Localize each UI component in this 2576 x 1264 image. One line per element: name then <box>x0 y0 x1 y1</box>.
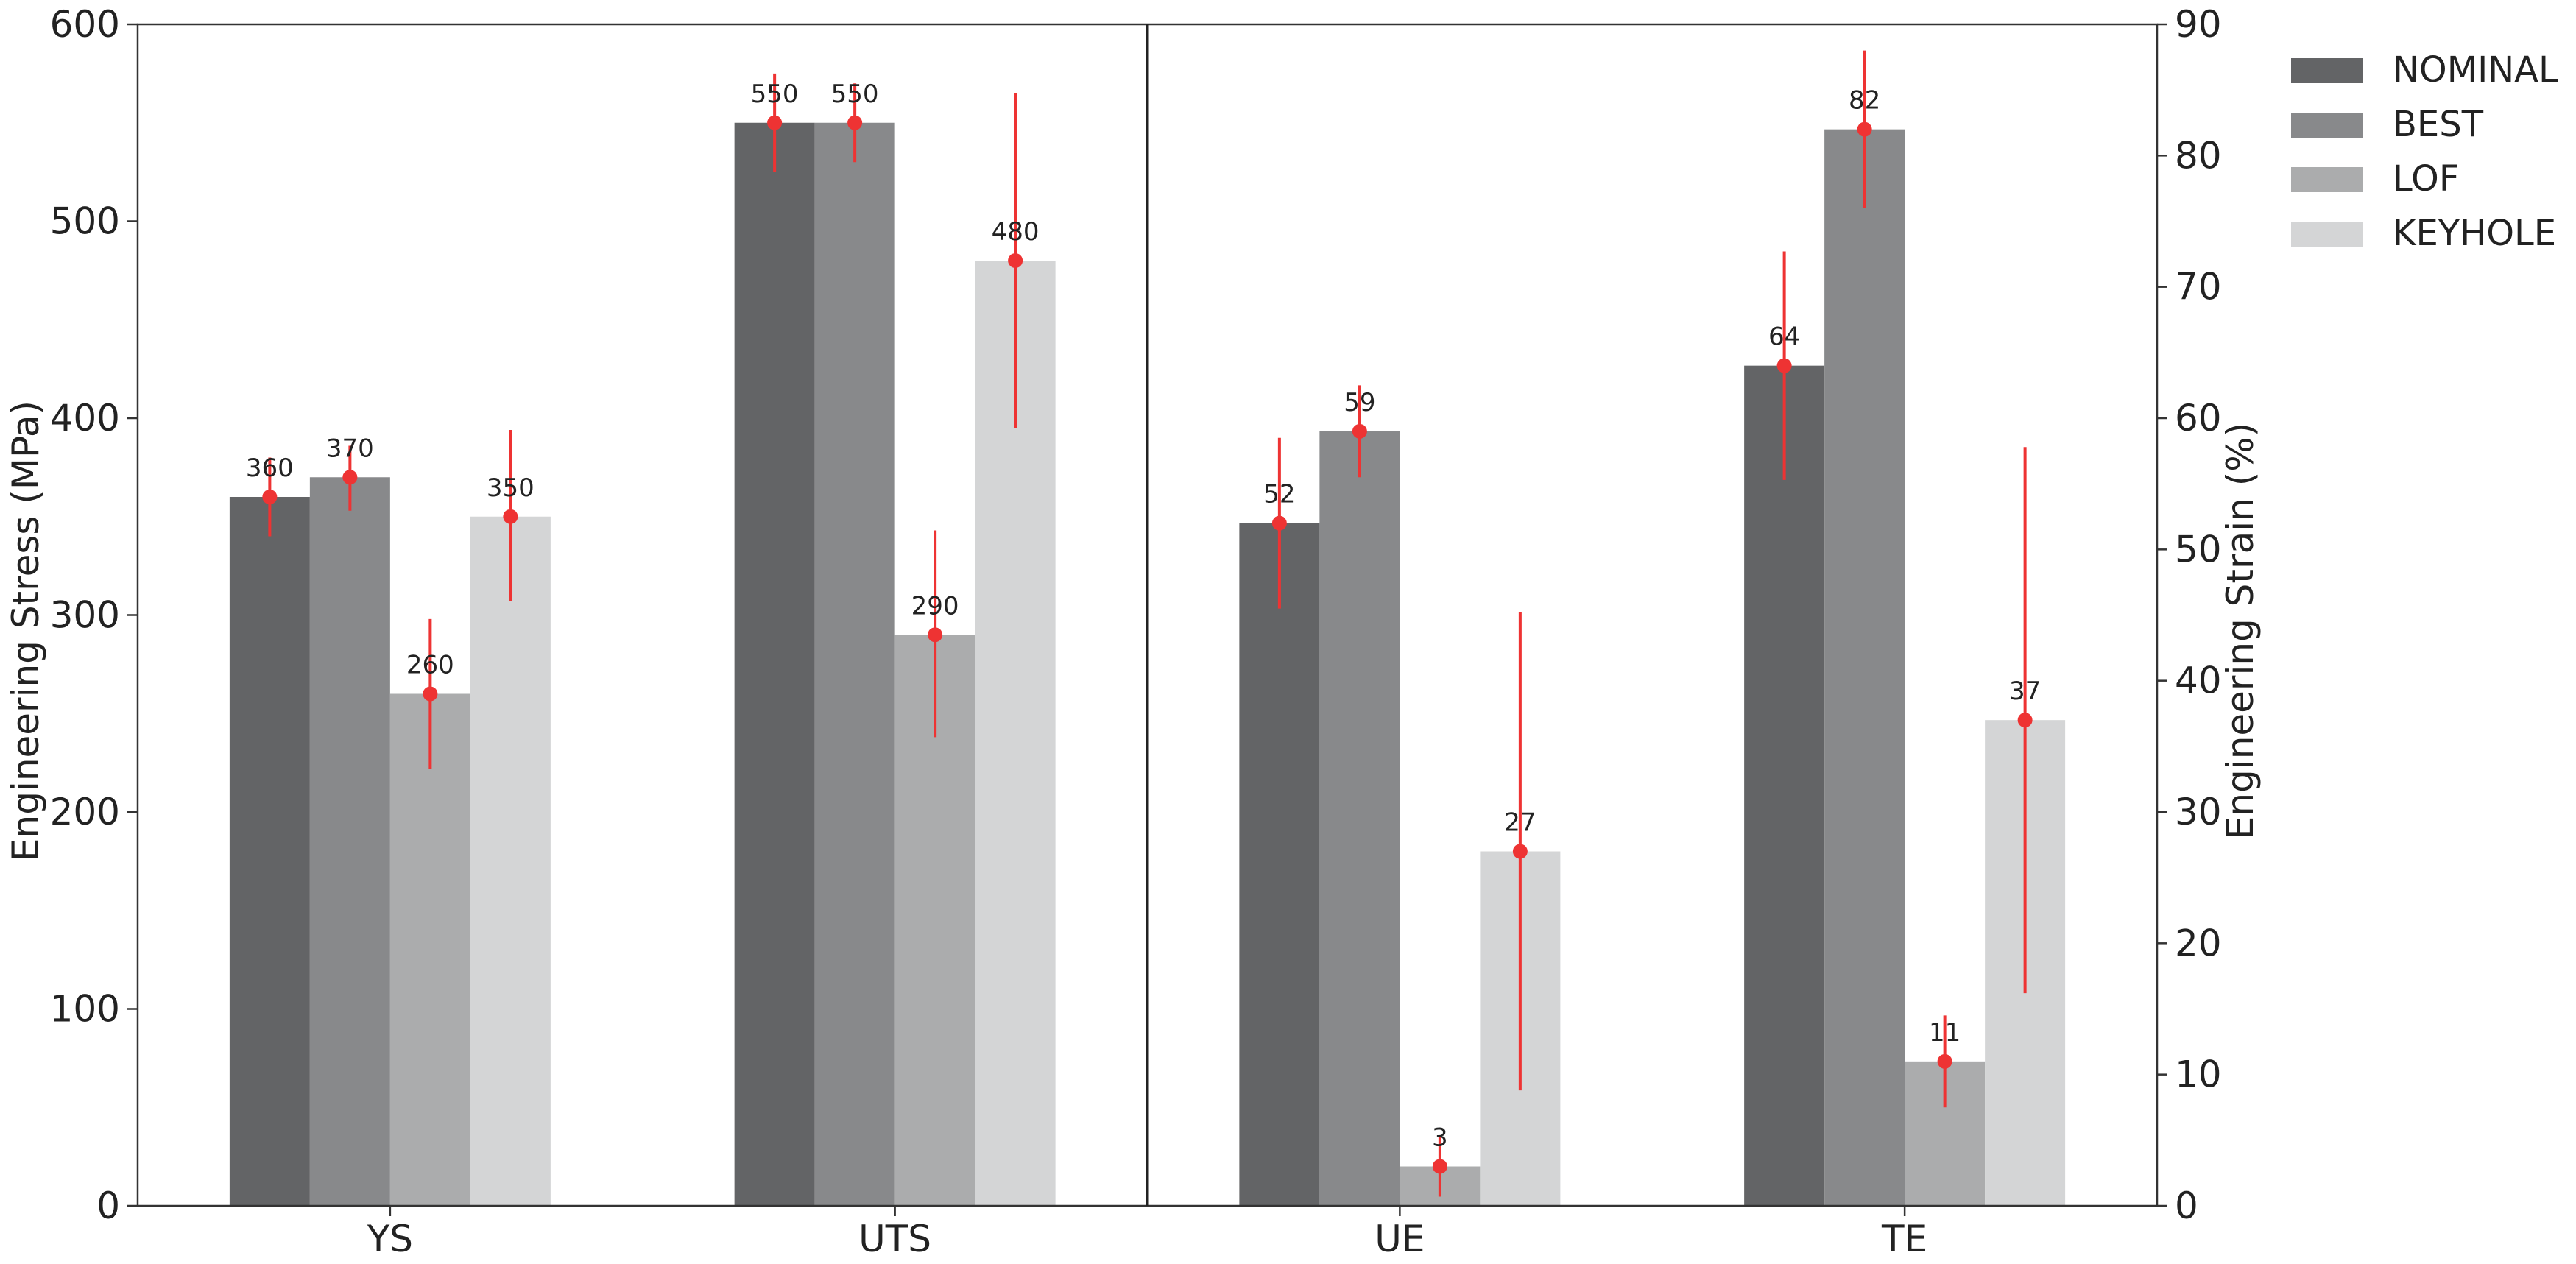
right-axis-title: Engineering Strain (%) <box>2219 423 2262 839</box>
mean-marker-te-lof <box>1937 1053 1952 1069</box>
mean-marker-uts-keyhole <box>1008 253 1023 268</box>
mean-marker-ys-best <box>342 470 358 485</box>
bars-layer <box>229 122 2066 1207</box>
category-label-te: TE <box>1881 1218 1927 1260</box>
right-axis-tick-label: 60 <box>2175 397 2222 439</box>
mean-marker-ue-best <box>1352 423 1367 439</box>
legend-swatch-best <box>2291 113 2363 138</box>
mean-marker-ue-lof <box>1432 1159 1447 1174</box>
right-axis-tick-label: 50 <box>2175 528 2222 571</box>
left-axis-tick-label: 400 <box>50 397 120 439</box>
mean-marker-ys-nominal <box>262 490 278 504</box>
legend-swatch-keyhole <box>2291 222 2363 247</box>
mean-marker-te-nominal <box>1776 358 1792 373</box>
data-label-ys-best: 370 <box>326 434 374 463</box>
category-label-uts: UTS <box>858 1218 931 1260</box>
bar-ue-nominal <box>1239 523 1320 1206</box>
right-axis-tick-label: 10 <box>2175 1053 2222 1096</box>
data-label-ue-nominal: 52 <box>1263 480 1295 509</box>
data-label-ue-keyhole: 27 <box>1504 808 1536 838</box>
legend-swatch-lof <box>2291 167 2363 192</box>
error-bars-layer <box>262 50 2033 1197</box>
legend: NOMINAL BEST LOF KEYHOLE <box>2291 49 2558 254</box>
bar-te-best <box>1824 129 1905 1207</box>
right-axis-tick-label: 20 <box>2175 922 2222 964</box>
axes-layer: 0 100 200 300 400 500 600 0 10 20 30 40 50 60 70 80 90 YS… <box>50 3 2222 1260</box>
data-label-ys-nominal: 360 <box>246 453 294 483</box>
data-label-ys-lof: 260 <box>406 651 454 680</box>
legend-label-lof: LOF <box>2393 158 2459 200</box>
data-label-uts-nominal: 550 <box>751 80 799 109</box>
bar-te-nominal <box>1744 365 1825 1207</box>
data-label-ys-keyhole: 350 <box>487 473 534 503</box>
right-axis-tick-label: 30 <box>2175 791 2222 833</box>
bar-ys-keyhole <box>470 516 551 1206</box>
right-axis-tick-label: 0 <box>2175 1184 2198 1227</box>
bar-ys-nominal <box>229 497 310 1206</box>
data-labels-layer: 360 370 260 350 550 550 290 480 52 59 3 27 64 82 11 37 <box>246 80 2041 1153</box>
left-axis-tick-label: 500 <box>50 200 120 243</box>
data-label-ue-lof: 3 <box>1432 1123 1448 1153</box>
mean-marker-ys-lof <box>423 686 438 702</box>
mean-marker-te-best <box>1857 121 1872 137</box>
data-label-te-lof: 11 <box>1929 1018 1961 1048</box>
mean-marker-ys-keyhole <box>503 509 518 524</box>
category-label-ue: UE <box>1375 1218 1425 1260</box>
data-label-ue-best: 59 <box>1344 388 1375 417</box>
data-label-uts-best: 550 <box>831 80 879 109</box>
mean-marker-uts-lof <box>928 627 943 643</box>
legend-label-nominal: NOMINAL <box>2393 49 2558 91</box>
legend-swatch-nominal <box>2291 58 2363 83</box>
data-label-te-keyhole: 37 <box>2009 677 2041 706</box>
bar-uts-nominal <box>734 122 815 1206</box>
right-axis-tick-label: 40 <box>2175 660 2222 702</box>
bar-ys-best <box>309 477 390 1206</box>
right-axis-tick-label: 80 <box>2175 134 2222 177</box>
left-axis-title: Engineering Stress (MPa) <box>4 400 47 861</box>
bar-ue-best <box>1319 431 1400 1207</box>
mean-marker-ue-keyhole <box>1512 844 1528 859</box>
category-label-ys: YS <box>367 1218 413 1260</box>
bar-ys-lof <box>389 693 470 1206</box>
legend-label-keyhole: KEYHOLE <box>2393 213 2556 254</box>
data-label-uts-lof: 290 <box>911 591 959 621</box>
data-label-te-best: 82 <box>1849 86 1880 116</box>
bar-uts-best <box>814 122 895 1206</box>
legend-label-best: BEST <box>2393 104 2484 145</box>
left-axis-tick-label: 200 <box>50 791 120 833</box>
mean-marker-te-keyhole <box>2017 713 2033 728</box>
mean-marker-uts-best <box>847 115 863 130</box>
left-axis-tick-label: 600 <box>50 3 120 46</box>
right-axis-tick-label: 70 <box>2175 266 2222 308</box>
data-label-te-nominal: 64 <box>1768 322 1800 352</box>
mean-marker-uts-nominal <box>767 115 783 130</box>
left-axis-tick-label: 300 <box>50 594 120 637</box>
right-axis-tick-label: 90 <box>2175 3 2222 46</box>
data-label-uts-keyhole: 480 <box>992 217 1040 247</box>
left-axis-tick-label: 0 <box>96 1184 120 1227</box>
mean-marker-ue-nominal <box>1271 515 1287 531</box>
left-axis-tick-label: 100 <box>50 988 120 1031</box>
